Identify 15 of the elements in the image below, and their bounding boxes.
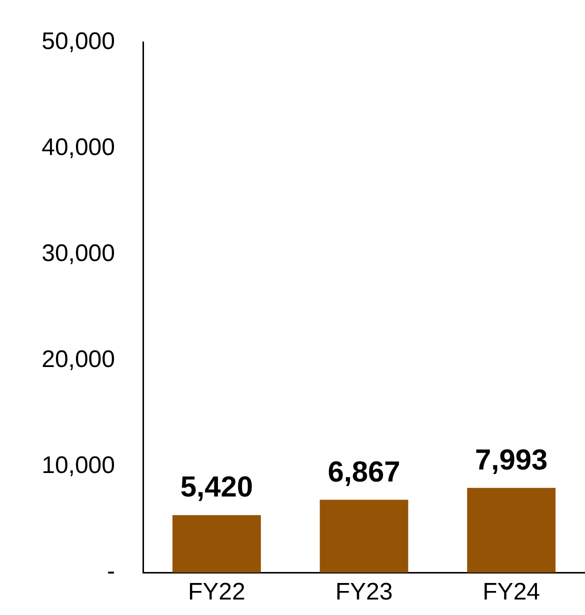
y-tick-label: 30,000 — [42, 240, 115, 268]
y-tick-label: 20,000 — [42, 346, 115, 374]
y-tick-label: - — [107, 558, 115, 586]
data-label: 7,993 — [475, 444, 548, 476]
y-tick-label: 50,000 — [42, 28, 115, 56]
x-tick-label: FY23 — [335, 578, 393, 606]
bar — [467, 488, 556, 573]
bar — [172, 515, 261, 573]
y-tick-label: 40,000 — [42, 134, 115, 162]
data-label: 6,867 — [328, 456, 400, 488]
x-tick-label: FY24 — [482, 578, 540, 606]
y-tick-label: 10,000 — [42, 452, 115, 480]
x-tick-label: FY22 — [188, 578, 246, 606]
bar — [320, 500, 408, 573]
data-label: 5,420 — [180, 472, 253, 504]
